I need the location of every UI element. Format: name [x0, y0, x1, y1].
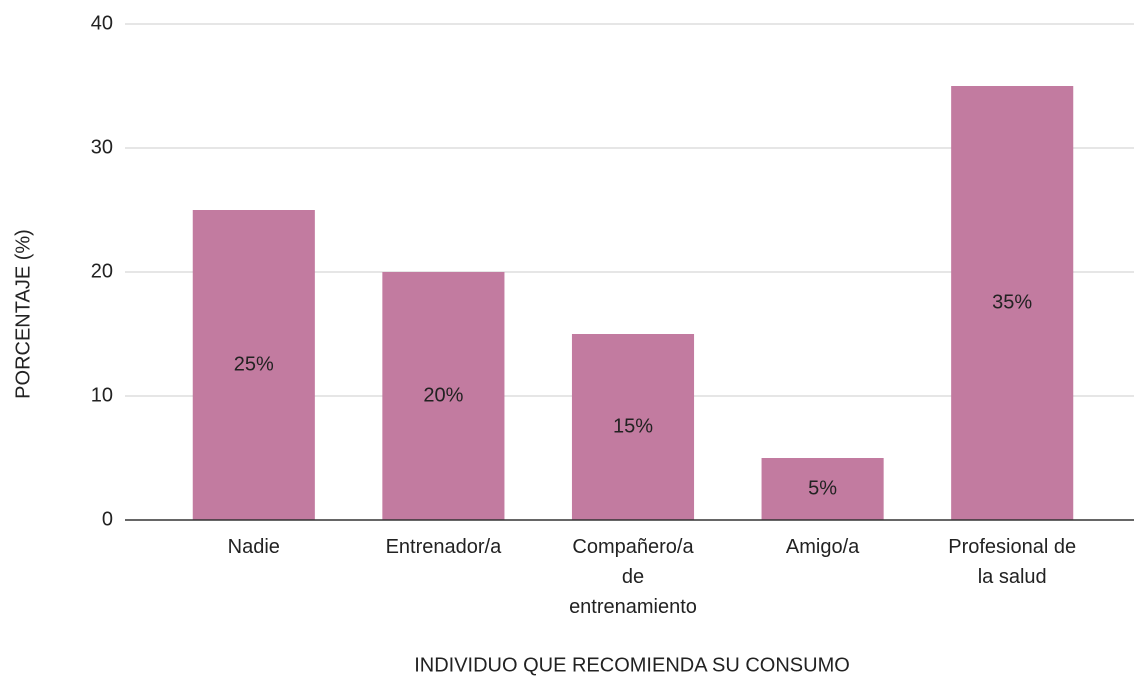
bar	[951, 86, 1074, 520]
x-tick-label: Profesional de la salud	[948, 536, 1076, 588]
y-axis-title: PORCENTAJE (%)	[12, 229, 34, 399]
bar	[761, 458, 884, 520]
x-tick-label: Nadie	[228, 536, 280, 558]
data-label: 35%	[992, 291, 1032, 313]
x-axis-title: INDIVIDUO QUE RECOMIENDA SU CONSUMO	[414, 654, 850, 676]
data-label: 5%	[808, 477, 837, 499]
data-label: 20%	[423, 384, 463, 406]
bar	[571, 334, 695, 520]
bar	[192, 210, 315, 520]
y-tick-label: 20	[91, 260, 113, 282]
bar	[382, 272, 505, 520]
data-label: 15%	[613, 415, 653, 437]
y-tick-label: 30	[91, 136, 113, 158]
x-tick-label: Compañero/a de entrenamiento	[569, 536, 697, 618]
x-tick-label: Entrenador/a	[386, 536, 503, 558]
y-tick-label: 40	[91, 12, 113, 34]
data-label: 25%	[234, 353, 274, 375]
x-tick-label: Amigo/a	[786, 536, 860, 558]
y-tick-label: 0	[102, 508, 113, 530]
y-tick-label: 10	[91, 384, 113, 406]
